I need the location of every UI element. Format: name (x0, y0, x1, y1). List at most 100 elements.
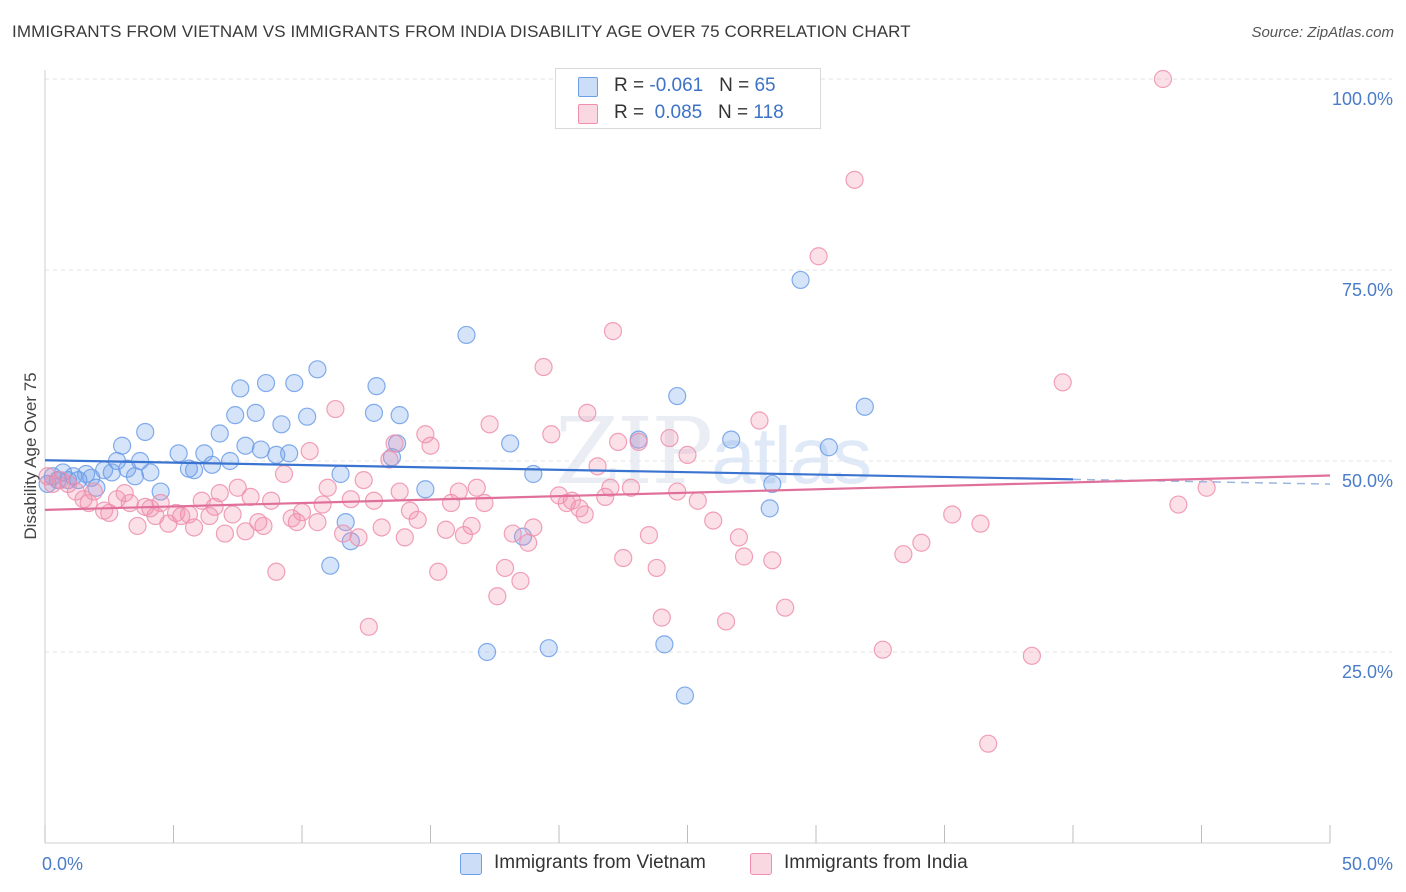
trend-line-0 (44, 459, 1074, 481)
point-0-30 (246, 403, 265, 422)
point-1-34 (262, 491, 281, 510)
point-1-66 (467, 478, 486, 497)
point-0-39 (321, 556, 340, 575)
point-1-114 (678, 445, 697, 464)
point-1-72 (511, 571, 530, 591)
point-1-99 (809, 247, 828, 266)
point-1-33 (254, 516, 273, 536)
point-1-25 (205, 497, 224, 516)
point-0-56 (655, 635, 674, 654)
point-1-90 (647, 558, 666, 578)
y-tick-label-2: 75.0% (1342, 280, 1393, 300)
point-1-64 (454, 526, 474, 545)
point-1-42 (313, 495, 332, 514)
watermark-atlas: atlas (711, 411, 872, 500)
point-1-81 (578, 403, 597, 422)
point-1-93 (688, 491, 707, 510)
correlation-legend: R = -0.061 N = 65 R = 0.085 N = 118 (555, 68, 821, 129)
point-1-83 (596, 487, 615, 507)
point-1-112 (729, 528, 749, 547)
trend-lines (44, 459, 1331, 511)
point-1-46 (341, 490, 360, 509)
x-tick-label-1: 50.0% (1342, 854, 1393, 874)
point-1-63 (449, 482, 468, 501)
point-0-29 (236, 436, 255, 455)
point-0-37 (298, 407, 317, 426)
point-1-28 (223, 505, 242, 524)
point-0-49 (457, 325, 476, 345)
point-1-59 (421, 436, 440, 455)
y-tick-label-1: 50.0% (1342, 471, 1393, 491)
point-1-24 (200, 506, 219, 526)
point-0-44 (367, 377, 386, 396)
legend-text-india: R = 0.085 N = 118 (614, 102, 784, 123)
point-1-26 (210, 483, 229, 503)
x-tick-label-0: 0.0% (42, 854, 83, 874)
point-1-91 (652, 608, 671, 627)
point-1-44 (326, 399, 345, 419)
watermark: ZIPatlas (555, 398, 872, 505)
point-1-106 (979, 734, 998, 753)
point-1-103 (912, 533, 931, 552)
point-1-97 (763, 551, 782, 570)
point-1-84 (603, 322, 623, 341)
point-1-98 (776, 598, 795, 617)
point-0-51 (501, 434, 520, 453)
point-0-60 (760, 499, 779, 518)
point-1-12 (120, 493, 139, 513)
trend-line-1 (44, 474, 1331, 511)
point-0-26 (220, 451, 240, 471)
point-1-57 (408, 510, 427, 529)
point-1-56 (400, 501, 420, 520)
point-1-65 (462, 516, 481, 536)
point-1-30 (236, 522, 255, 541)
point-1-39 (292, 503, 312, 522)
tick-labels: 25.0% 50.0% 75.0% 100.0% 0.0% 50.0% (42, 89, 1393, 874)
point-0-24 (202, 455, 222, 474)
point-1-87 (621, 478, 641, 497)
point-1-7 (84, 482, 103, 501)
point-1-100 (845, 170, 864, 189)
point-1-4 (66, 482, 85, 501)
point-1-53 (385, 434, 404, 453)
point-1-6 (79, 493, 98, 513)
point-1-11 (115, 483, 134, 503)
point-1-104 (943, 505, 962, 524)
point-0-61 (763, 474, 782, 494)
point-1-48 (354, 471, 373, 490)
point-0-54 (539, 639, 558, 658)
point-1-69 (488, 587, 507, 606)
legend-label-vietnam: Immigrants from Vietnam (494, 852, 706, 873)
point-0-15 (125, 467, 145, 486)
legend-swatch-india-bottom (750, 853, 772, 875)
point-0-50 (477, 642, 497, 662)
legend-label-india: Immigrants from India (784, 852, 968, 873)
point-1-76 (542, 425, 561, 444)
y-tick-label-3: 100.0% (1332, 89, 1393, 109)
legend-swatch-vietnam-bottom (460, 853, 482, 875)
y-axis-label: Disability Age Over 75 (21, 372, 40, 539)
point-0-18 (141, 463, 160, 482)
point-1-92 (660, 428, 679, 448)
point-1-105 (971, 514, 990, 533)
point-1-54 (390, 482, 409, 501)
point-0-40 (331, 464, 350, 484)
point-1-71 (503, 524, 522, 543)
point-1-68 (480, 415, 499, 434)
point-0-47 (390, 406, 409, 425)
point-1-47 (349, 528, 368, 547)
point-1-115 (668, 482, 687, 501)
point-1-102 (894, 545, 913, 564)
point-1-38 (287, 513, 306, 532)
point-0-43 (364, 403, 384, 422)
source-credit: Source: ZipAtlas.com (1251, 24, 1394, 41)
point-0-34 (272, 415, 291, 434)
data-points (38, 69, 1216, 753)
point-0-53 (524, 464, 543, 484)
point-0-17 (136, 422, 155, 442)
point-1-49 (359, 617, 378, 636)
point-0-41 (336, 513, 355, 532)
point-1-43 (318, 478, 337, 497)
legend-text-vietnam: R = -0.061 N = 65 (614, 75, 776, 96)
point-1-96 (750, 411, 769, 430)
